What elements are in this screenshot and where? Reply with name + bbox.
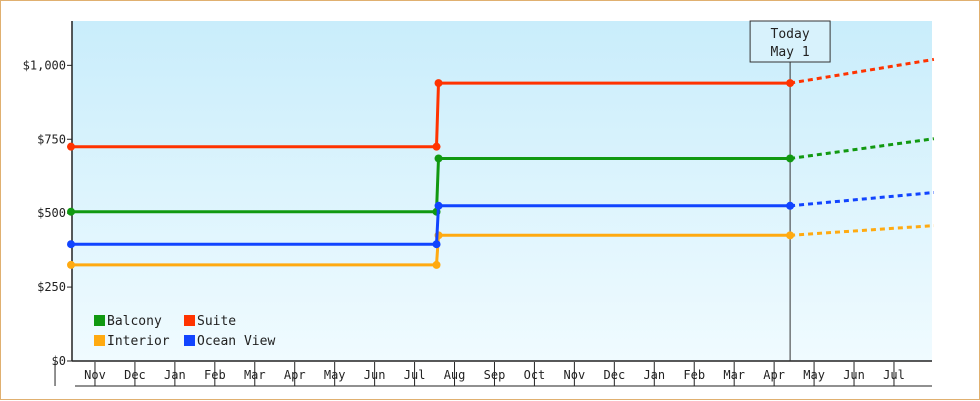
x-tick-label: Nov xyxy=(564,368,586,382)
y-axis: $0 $250 $500 $750 $1,000 xyxy=(23,21,73,368)
series-balcony xyxy=(67,137,935,216)
legend-item-balcony: Balcony xyxy=(94,314,162,329)
x-tick-label: Apr xyxy=(763,368,785,382)
today-label: Today xyxy=(771,27,810,42)
legend-swatch xyxy=(94,315,105,326)
legend: Balcony Suite Interior Ocean View xyxy=(94,314,275,349)
x-tick-label: Jan xyxy=(164,368,186,382)
legend-label: Ocean View xyxy=(197,334,275,349)
data-point xyxy=(67,260,75,269)
legend-swatch xyxy=(184,315,195,326)
x-tick-label: Dec xyxy=(124,368,146,382)
legend-item-interior: Interior xyxy=(94,334,170,349)
data-point xyxy=(432,260,441,269)
series-projection xyxy=(789,137,935,160)
x-tick-label: Feb xyxy=(204,368,226,382)
data-point xyxy=(432,240,441,249)
x-tick-label: Jan xyxy=(643,368,665,382)
today-date: May 1 xyxy=(771,45,810,60)
x-tick-label: Feb xyxy=(683,368,705,382)
x-tick-label: Oct xyxy=(524,368,546,382)
y-tick-label: $250 xyxy=(37,280,66,294)
legend-label: Balcony xyxy=(107,314,162,329)
series-lines xyxy=(67,57,935,269)
data-point xyxy=(786,154,795,163)
data-point xyxy=(67,142,75,151)
series-projection xyxy=(789,57,935,85)
series-line xyxy=(71,233,791,267)
x-tick-label: Jun xyxy=(364,368,386,382)
today-box xyxy=(749,20,831,63)
x-tick-label: Dec xyxy=(604,368,626,382)
legend-swatch xyxy=(94,335,105,346)
series-interior xyxy=(67,224,935,269)
x-tick-label: Apr xyxy=(284,368,306,382)
y-tick-label: $500 xyxy=(37,206,66,220)
data-point xyxy=(432,142,441,151)
data-point xyxy=(786,201,795,210)
y-tick-label: $0 xyxy=(52,354,66,368)
series-line xyxy=(71,157,791,214)
x-tick-label: Jun xyxy=(843,368,865,382)
series-line xyxy=(71,204,791,246)
data-point xyxy=(786,231,795,240)
data-point xyxy=(434,154,443,163)
plot-background xyxy=(72,21,932,361)
series-suite xyxy=(67,57,935,151)
legend-item-suite: Suite xyxy=(184,314,236,329)
x-tick-label: Nov xyxy=(84,368,106,382)
x-tick-label: Sep xyxy=(484,368,506,382)
x-tick-label: Mar xyxy=(723,368,745,382)
x-tick-label: Aug xyxy=(444,368,466,382)
x-tick-label: May xyxy=(324,368,346,382)
data-point xyxy=(434,79,443,88)
data-point xyxy=(786,79,795,88)
today-marker: Today May 1 xyxy=(749,20,831,361)
legend-item-ocean-view: Ocean View xyxy=(184,334,275,349)
series-line xyxy=(71,81,791,149)
series-projection xyxy=(789,191,935,208)
x-tick-label: Jul xyxy=(404,368,426,382)
data-point xyxy=(434,201,443,210)
x-axis: Nov Dec Jan Feb Mar Apr May Jun Jul Aug Sep Oct Nov D… xyxy=(54,360,932,387)
data-point xyxy=(67,207,75,216)
data-point xyxy=(67,240,75,249)
legend-swatch xyxy=(184,335,195,346)
legend-label: Interior xyxy=(107,334,170,349)
x-tick-label: Mar xyxy=(244,368,266,382)
legend-label: Suite xyxy=(197,314,236,329)
y-tick-label: $750 xyxy=(37,132,66,146)
series-ocean-view xyxy=(67,191,935,249)
series-projection xyxy=(789,224,935,237)
y-tick-label: $1,000 xyxy=(23,58,66,72)
x-tick-label: May xyxy=(803,368,825,382)
x-tick-label: Jul xyxy=(883,368,905,382)
